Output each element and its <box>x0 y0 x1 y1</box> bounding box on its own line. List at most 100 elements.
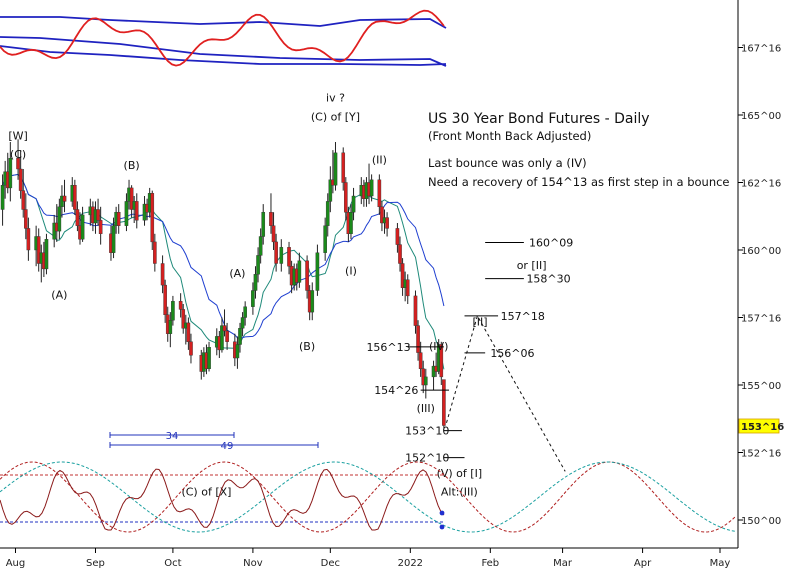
wave-label: iv ? <box>326 92 345 105</box>
candle-body <box>377 179 382 208</box>
candle-body <box>62 195 67 202</box>
price-level-label: 153^10 <box>405 425 449 438</box>
candle-body <box>235 344 240 359</box>
candle-body <box>400 263 405 288</box>
candle-body <box>116 211 121 226</box>
candle-body <box>310 290 315 313</box>
candle-body <box>96 209 100 221</box>
candle-body <box>18 168 23 191</box>
candle-body <box>225 330 229 343</box>
wave-label: (I) <box>345 264 357 277</box>
candle-body <box>287 247 291 267</box>
wave-label: (III) <box>417 402 435 415</box>
y-tick-label: 157^16 <box>741 314 781 325</box>
wave-labels: [W] (C) (A) (B) (C) of [X] (A) (B) iv ? (C) of [… <box>8 92 546 499</box>
candle-body <box>129 187 134 210</box>
projected-path <box>446 314 566 472</box>
candle-body <box>26 228 31 251</box>
wave-label: (V) of [I] <box>437 467 483 480</box>
candle-body <box>16 157 20 170</box>
candle-body <box>178 301 183 310</box>
candlestick-series <box>0 139 446 429</box>
chart-subtitle: (Front Month Back Adjusted) <box>428 129 591 143</box>
candle-body <box>240 317 245 329</box>
candle-body <box>261 211 266 237</box>
candle-body <box>21 190 26 210</box>
y-tick-label: 160^00 <box>741 246 781 257</box>
cycle-length-label: 34 <box>166 431 179 442</box>
candle-body <box>416 325 420 353</box>
candle-body <box>134 201 139 221</box>
candle-body <box>24 209 28 229</box>
wave-label: (C) of [X] <box>181 486 231 499</box>
candle-body <box>253 274 258 291</box>
candle-body <box>98 220 103 235</box>
candle-body <box>351 195 356 213</box>
candle-body <box>271 225 276 243</box>
candle-body <box>395 228 400 245</box>
wave-label: (A) <box>229 267 245 280</box>
candle-body <box>315 252 320 291</box>
current-price-label: 153^16 <box>741 422 784 433</box>
candle-body <box>269 211 273 226</box>
candle-body <box>153 241 157 264</box>
x-tick-label: Apr <box>634 558 652 569</box>
wave-label: Alt:(III) <box>441 486 478 499</box>
projection-path <box>446 314 566 472</box>
candle-body <box>344 182 348 213</box>
wave-label: (C) of [Y] <box>311 110 360 123</box>
candle-body <box>243 306 247 318</box>
y-tick-label: 155^00 <box>741 381 781 392</box>
candle-body <box>251 290 255 307</box>
price-level-label: 156^13 <box>366 341 410 354</box>
candle-body <box>258 236 263 256</box>
x-tick-label: 2022 <box>398 558 423 569</box>
candle-body <box>424 376 428 386</box>
candle-body <box>405 279 410 297</box>
wave-label: (IV) <box>429 340 448 353</box>
top-indicator-panel <box>0 9 447 67</box>
candle-body <box>305 260 309 291</box>
candle-body <box>274 241 278 264</box>
candle-body <box>186 322 191 342</box>
plot-background <box>0 0 738 548</box>
x-tick-label: Oct <box>164 558 181 569</box>
candle-body <box>124 201 129 226</box>
candle-body <box>369 179 374 197</box>
price-level-label: 152^10 <box>405 452 449 465</box>
candle-body <box>207 347 211 370</box>
candle-body <box>73 184 77 210</box>
wave-label: [W] <box>8 129 27 142</box>
wave-label: [II] <box>472 316 487 329</box>
x-tick-label: Mar <box>553 558 573 569</box>
y-tick-label: 162^16 <box>741 179 781 190</box>
x-tick-label: Aug <box>6 558 26 569</box>
candle-body <box>439 344 444 378</box>
candle-body <box>413 295 418 326</box>
x-tick-label: May <box>710 558 731 569</box>
candle-body <box>385 217 389 229</box>
y-tick-label: 150^00 <box>741 516 781 527</box>
candle-body <box>168 320 173 334</box>
candle-body <box>328 179 333 202</box>
price-level-label: 160^09 <box>529 236 573 249</box>
candle-body <box>256 255 260 275</box>
price-level-label: 157^18 <box>501 310 545 323</box>
current-price-box <box>738 418 780 434</box>
cycle-oscillator <box>0 468 445 531</box>
candle-body <box>238 328 242 345</box>
candle-body <box>75 209 80 226</box>
candle-body <box>341 152 346 183</box>
oscillator-line <box>0 9 445 67</box>
candle-body <box>80 214 85 240</box>
candle-body <box>189 341 193 356</box>
candle-body <box>222 325 227 332</box>
candle-body <box>181 309 186 329</box>
cycle-marker-dot <box>439 524 445 530</box>
price-levels: 160^09 158^30 157^18 156^13 156^06 154^26 153^… <box>366 236 573 464</box>
upper-band-line <box>0 16 447 29</box>
candle-body <box>279 247 284 264</box>
candle-body <box>325 201 330 226</box>
